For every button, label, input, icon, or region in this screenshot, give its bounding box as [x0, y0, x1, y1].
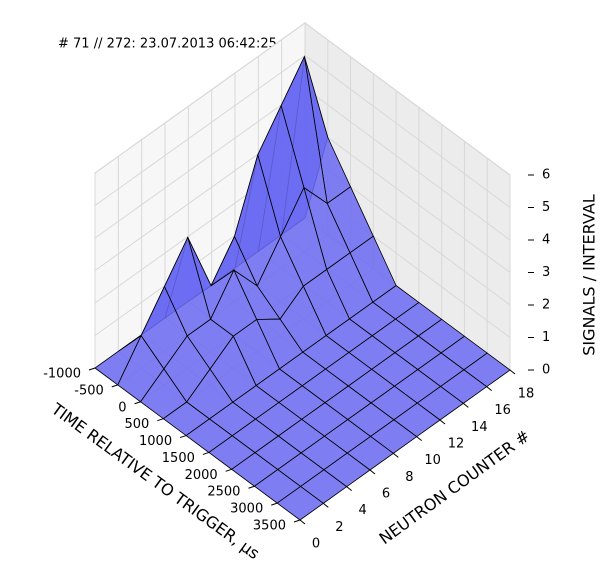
z-tick-label: 3: [542, 265, 550, 280]
x-tick-label: -1000: [43, 367, 81, 382]
y-tick-label: 12: [448, 437, 465, 452]
x-tick: [134, 401, 141, 405]
x-tick: [111, 384, 118, 388]
x-tick-label: 2000: [185, 468, 218, 483]
z-tick-label: 4: [542, 233, 550, 248]
z-axis-label: SIGNALS / INTERVAL: [580, 194, 599, 356]
x-tick: [88, 367, 96, 371]
y-tick: [439, 419, 446, 425]
y-tick: [393, 452, 399, 458]
x-tick-label: 3000: [230, 502, 263, 517]
z-tick-label: 6: [542, 168, 550, 183]
y-tick: [463, 402, 469, 408]
grid-line: [94, 22, 511, 176]
y-tick: [416, 436, 422, 442]
y-tick-label: 18: [518, 387, 535, 402]
y-tick: [299, 519, 306, 525]
x-tick-label: -500: [74, 383, 104, 398]
x-tick: [202, 451, 210, 455]
z-tick-label: 1: [542, 330, 550, 345]
y-tick-label: 16: [494, 403, 511, 418]
x-tick: [248, 485, 255, 489]
z-tick-label: 2: [542, 298, 550, 313]
x-tick-label: 1500: [162, 451, 195, 466]
x-tick-label: 1000: [139, 434, 172, 449]
y-tick-label: 4: [359, 503, 367, 518]
x-tick-label: 0: [118, 400, 126, 415]
x-tick: [157, 418, 164, 422]
x-tick: [179, 435, 187, 439]
y-tick-label: 10: [424, 453, 441, 468]
y-tick-label: 2: [335, 520, 343, 535]
x-tick: [293, 519, 301, 523]
y-tick: [346, 486, 352, 492]
x-tick: [225, 468, 232, 472]
x-tick: [271, 502, 278, 506]
y-tick: [509, 369, 516, 375]
x-tick-label: 500: [125, 417, 150, 432]
y-tick: [323, 502, 329, 508]
x-tick-label: 3500: [253, 519, 286, 534]
y-tick-label: 14: [471, 420, 488, 435]
z-tick-label: 0: [542, 363, 550, 378]
y-tick-label: 6: [382, 487, 390, 502]
chart-title: # 71 // 272: 23.07.2013 06:42:25: [58, 37, 277, 52]
y-tick-label: 8: [405, 470, 413, 485]
y-tick: [369, 469, 376, 475]
x-tick-label: 2500: [207, 485, 240, 500]
z-tick-label: 5: [542, 200, 550, 215]
grid-line: [94, 54, 511, 208]
y-tick-label: 0: [312, 537, 320, 552]
y-tick: [486, 386, 492, 392]
